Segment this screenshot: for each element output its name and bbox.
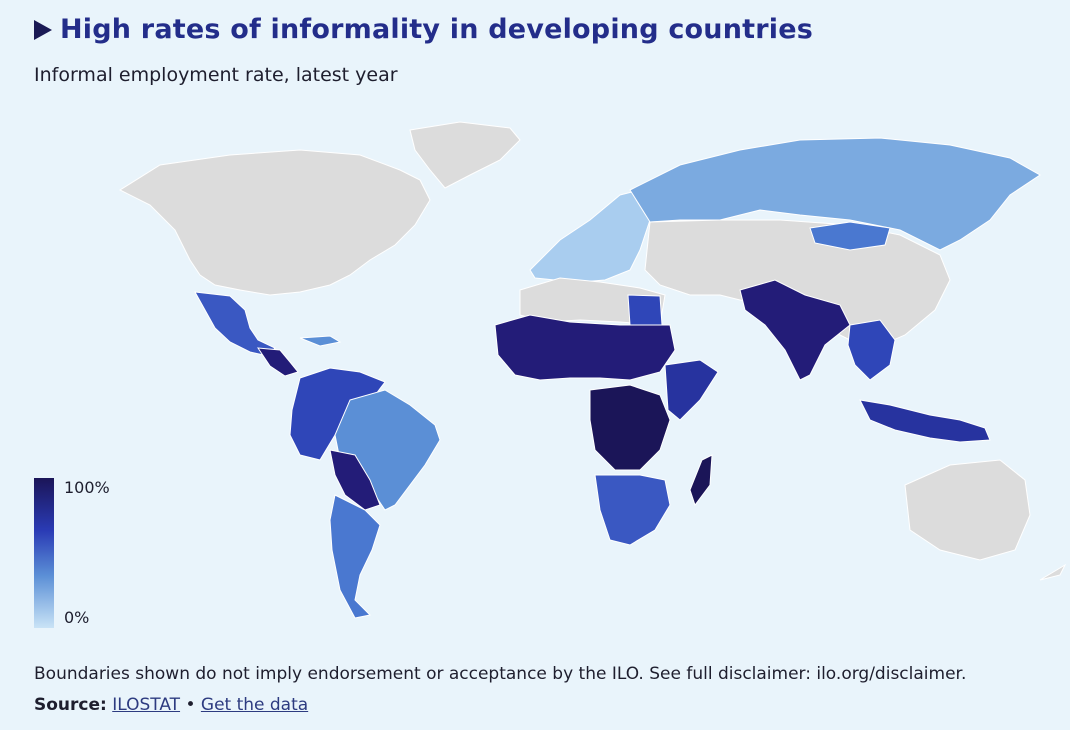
ilostat-link[interactable]: ILOSTAT [112, 695, 181, 715]
world-map[interactable] [0, 110, 1070, 630]
region-egypt[interactable] [627, 294, 663, 326]
region-north-america[interactable] [118, 149, 431, 296]
region-new-zealand[interactable] [1039, 563, 1067, 581]
region-central-america[interactable] [257, 347, 299, 377]
legend-min-label: 0% [64, 608, 90, 627]
page-subtitle: Informal employment rate, latest year [34, 64, 398, 86]
title-row: High rates of informality in developing … [34, 14, 813, 45]
page-title: High rates of informality in developing … [60, 14, 813, 45]
region-southern-cone[interactable] [329, 494, 381, 619]
region-madagascar[interactable] [689, 454, 713, 507]
region-australia[interactable] [904, 459, 1031, 561]
legend-gradient-bar [34, 478, 54, 628]
region-east-africa[interactable] [664, 359, 719, 421]
region-west-africa[interactable] [494, 314, 676, 381]
region-bolivia-paraguay[interactable] [329, 449, 381, 511]
region-europe[interactable] [529, 189, 651, 283]
source-label: Source: [34, 695, 107, 715]
region-russia[interactable] [629, 137, 1041, 251]
triangle-marker-icon [34, 19, 52, 40]
disclaimer-text: Boundaries shown do not imply endorsemen… [34, 664, 967, 684]
region-southern-africa[interactable] [594, 474, 671, 546]
region-southeast-asia[interactable] [847, 319, 896, 381]
region-mexico[interactable] [194, 291, 276, 357]
region-mongolia[interactable] [809, 221, 891, 251]
region-indonesia[interactable] [859, 399, 991, 443]
region-greenland[interactable] [409, 121, 521, 189]
get-data-link[interactable]: Get the data [200, 695, 309, 715]
source-line: Source: ILOSTAT • Get the data [34, 695, 308, 715]
legend-max-label: 100% [64, 478, 110, 497]
region-south-asia[interactable] [739, 279, 851, 381]
region-central-africa[interactable] [589, 384, 671, 471]
separator: • [185, 695, 196, 715]
region-caribbean[interactable] [299, 335, 342, 347]
color-legend: 100% 0% [34, 478, 110, 628]
